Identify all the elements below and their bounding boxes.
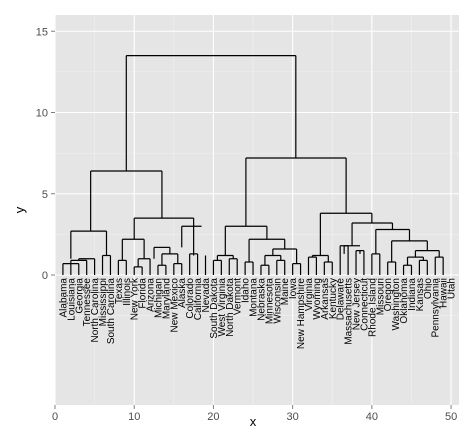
dendrogram-branches (62, 55, 444, 275)
leaf-label: West Virginia (217, 278, 228, 337)
leaf-label: California (193, 278, 204, 321)
leaf-label: Arkansas (320, 278, 331, 320)
leaf-label: Ohio (423, 278, 434, 300)
leaf-label: Montana (249, 278, 260, 317)
leaf-label: Texas (114, 278, 125, 304)
y-tick-label: 10 (36, 108, 48, 120)
leaf-label: Hawaii (439, 278, 450, 308)
leaf-label: North Carolina (90, 278, 101, 343)
leaf-label: New Hampshire (296, 278, 307, 350)
leaf-label: Rhode Island (367, 278, 378, 337)
leaf-label: Georgia (74, 278, 85, 314)
leaf-label: Minnesota (264, 278, 275, 325)
leaf-label: Oklahoma (399, 278, 410, 324)
y-tick-label: 0 (42, 270, 48, 282)
leaf-label: Utah (447, 278, 458, 299)
leaf-label: Florida (138, 278, 149, 309)
leaf-label: Washington (391, 278, 402, 330)
leaf-label: Maine (280, 278, 291, 306)
leaf-label: Nevada (201, 278, 212, 313)
leaf-label: Virginia (304, 278, 315, 312)
y-tick-label: 5 (42, 189, 48, 201)
y-tick-label: 15 (36, 26, 48, 38)
leaf-label: Louisiana (66, 278, 77, 321)
leaf-label: Arizona (146, 278, 157, 312)
plot-panel (55, 15, 459, 405)
leaf-label: Indiana (407, 278, 418, 311)
leaf-label: Vermont (233, 278, 244, 315)
leaf-label: Idaho (241, 278, 252, 303)
leaf-label: South Carolina (106, 278, 117, 345)
leaf-label: Nebraska (256, 278, 267, 321)
leaf-label: North Dakota (225, 278, 236, 337)
leaf-label: Connecticut (359, 278, 370, 331)
x-tick-label: 20 (207, 411, 219, 423)
leaf-label: Delaware (336, 278, 347, 321)
leaf-label: Wisconsin (272, 278, 283, 324)
leaf-label: Kansas (415, 278, 426, 311)
leaf-label: Alaska (177, 278, 188, 308)
leaf-label: Illinois (122, 278, 133, 306)
grid-lines (54, 15, 459, 405)
y-axis-title: y (12, 206, 27, 213)
leaf-label: Kentucky (328, 278, 339, 319)
leaf-label: Tennessee (82, 278, 93, 327)
x-tick-label: 50 (445, 411, 457, 423)
leaf-label: South Dakota (209, 278, 220, 339)
y-axis-ticks: 0 5 10 15 (36, 26, 55, 282)
x-axis-title: x (250, 414, 257, 429)
x-tick-label: 40 (366, 411, 378, 423)
leaf-label: Oregon (383, 278, 394, 311)
x-tick-label: 10 (128, 411, 140, 423)
x-tick-label: 0 (52, 411, 58, 423)
x-axis-ticks: 0 10 20 30 40 50 (52, 405, 457, 423)
leaf-label: New Mexico (169, 278, 180, 333)
leaf-label: New Jersey (352, 278, 363, 330)
leaf-label: Wyoming (312, 278, 323, 320)
leaf-label: Pennsylvania (431, 278, 442, 338)
leaf-label: Alabama (58, 278, 69, 318)
leaf-label: Michigan (153, 278, 164, 318)
leaf-label: New York (130, 277, 141, 320)
leaf-label: Maryland (161, 278, 172, 319)
leaf-label: Colorado (185, 278, 196, 319)
x-tick-label: 30 (287, 411, 299, 423)
leaf-label: Massachusetts (344, 278, 355, 345)
leaf-label: Iowa (288, 278, 299, 300)
leaf-label: Missouri (375, 278, 386, 315)
leaf-label: Mississippi (98, 278, 109, 326)
